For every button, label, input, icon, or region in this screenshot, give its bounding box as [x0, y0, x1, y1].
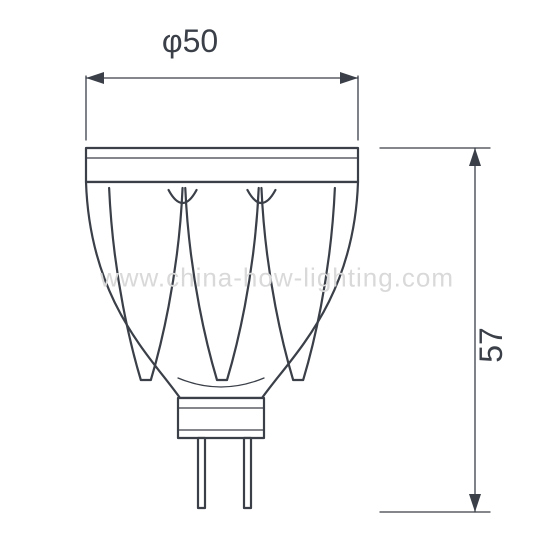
- lamp-dimension-drawing: φ50 57: [0, 0, 554, 556]
- dim-height-text: 57: [473, 327, 509, 363]
- dim-diameter-text: φ50: [162, 23, 218, 59]
